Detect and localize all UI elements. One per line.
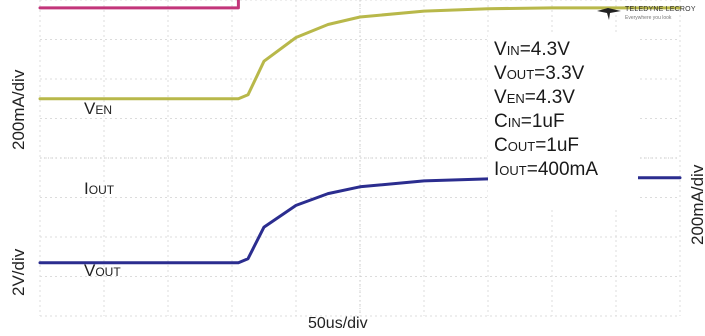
param-iout-value: =400mA [526,159,599,180]
trace-label-iout-main: I [84,179,89,198]
param-ven-sub: EN [506,91,525,106]
logo-text: TELEDYNE LECROY [625,6,696,13]
teledyne-lecroy-logo: TELEDYNE LECROY Everywhere you look [597,6,697,26]
trace-iout [38,6,682,101]
x-scale-label: 50us/div [308,315,368,332]
param-iout: IOUT=400mA [494,158,632,182]
param-ven-main: V [494,87,507,108]
trace-label-iout-sub: OUT [89,183,115,197]
lecroy-bird-icon [597,8,621,20]
parameter-box: VIN=4.3V VOUT=3.3V VEN=4.3V CIN=1uF COUT… [488,34,638,208]
param-cout-value: =1uF [535,135,580,156]
y-scale-label-upper: 200mA/div [9,69,28,150]
param-iout-main: I [494,159,500,180]
y-scale-label-right: 200mA/div [688,164,705,245]
trace-label-vout: VOUT [84,261,121,280]
param-cin: CIN=1uF [494,110,632,134]
param-iout-sub: OUT [499,163,527,178]
trace-ven [38,0,240,10]
logo-tagline: Everywhere you look [625,15,672,21]
grid [39,0,681,317]
param-ven-value: =4.3V [524,87,575,108]
param-vout-sub: OUT [506,67,535,82]
param-vin-main: V [494,39,507,60]
trace-label-vout-sub: OUT [95,265,121,279]
param-cin-value: =1uF [520,111,565,132]
param-ven: VEN=4.3V [494,86,632,110]
param-vin-value: =4.3V [519,39,570,60]
y-scale-label-lower: 2V/div [9,248,28,296]
param-vout-main: V [494,63,507,84]
trace-label-iout: IOUT [84,179,115,198]
param-vin: VIN=4.3V [494,38,632,62]
trace-label-ven: VEN [84,99,112,118]
param-cout-sub: OUT [507,139,536,154]
trace-label-ven-sub: EN [95,103,112,117]
param-cout: COUT=1uF [494,134,632,158]
param-cout-main: C [494,135,508,156]
param-vin-sub: IN [506,43,520,58]
param-vout: VOUT=3.3V [494,62,632,86]
param-vout-value: =3.3V [534,63,585,84]
param-cin-sub: IN [507,115,521,130]
param-cin-main: C [494,111,508,132]
trace-label-ven-main: V [84,99,96,118]
trace-label-vout-main: V [84,261,96,280]
